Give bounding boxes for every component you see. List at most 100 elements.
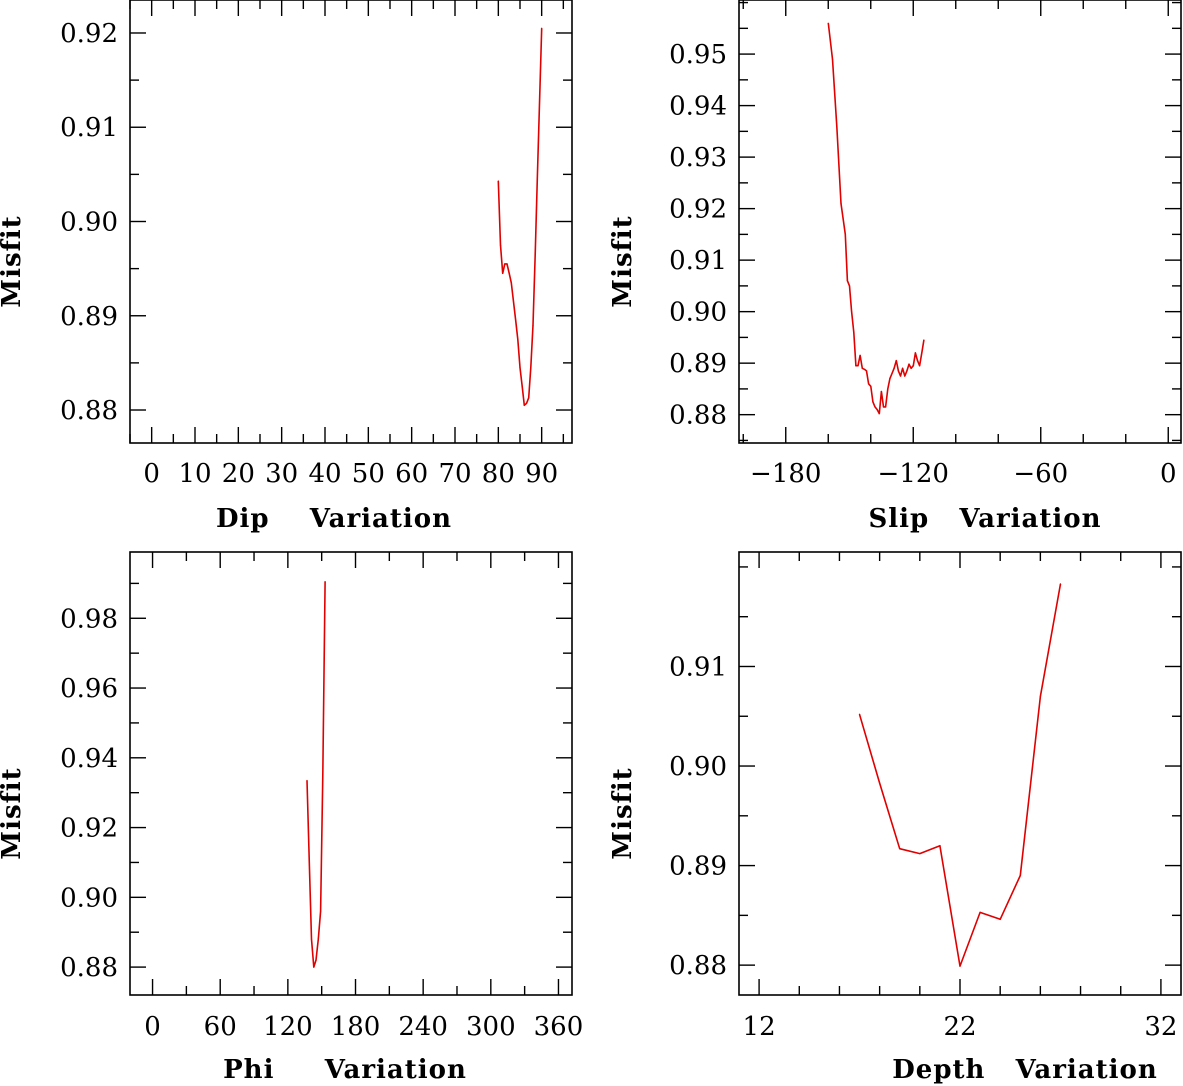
data-point bbox=[865, 370, 868, 372]
data-point bbox=[499, 244, 502, 246]
y-tick-label: 0.90 bbox=[669, 298, 727, 328]
x-tick-label: 180 bbox=[331, 1012, 381, 1042]
data-point bbox=[1019, 874, 1021, 877]
data-point bbox=[530, 366, 532, 369]
misfit-line bbox=[306, 581, 326, 968]
data-point bbox=[880, 390, 882, 393]
data-point bbox=[310, 938, 313, 940]
x-tick-label: 240 bbox=[398, 1012, 448, 1042]
data-point bbox=[919, 365, 921, 367]
y-axis-title: Misfit bbox=[0, 215, 27, 307]
y-tick-label: 0.91 bbox=[60, 113, 118, 143]
misfit-line bbox=[497, 28, 543, 407]
y-tick-label: 0.94 bbox=[669, 92, 727, 122]
data-point bbox=[317, 938, 319, 940]
x-tick-label: 0 bbox=[144, 1012, 161, 1042]
y-tick-label: 0.89 bbox=[669, 852, 727, 882]
data-point bbox=[916, 359, 919, 362]
x-tick-label: 90 bbox=[525, 459, 558, 489]
data-point bbox=[906, 370, 908, 372]
plot-frame bbox=[738, 0, 1182, 444]
y-tick-label: 0.95 bbox=[669, 40, 727, 70]
x-axis-title: Dip Variation bbox=[216, 504, 452, 534]
data-point bbox=[508, 272, 510, 274]
data-point bbox=[959, 965, 961, 967]
data-point bbox=[861, 367, 863, 369]
data-point bbox=[893, 367, 895, 369]
x-tick-label: 70 bbox=[438, 459, 471, 489]
x-tick-label: 120 bbox=[263, 1012, 313, 1042]
data-point bbox=[541, 27, 543, 29]
x-axis-title: Depth Variation bbox=[892, 1055, 1158, 1085]
data-point bbox=[502, 272, 504, 274]
chart-panel-3: 0 60 120 180 240 300 360 0.88 0.90 0.92 0.94 0.96 0.… bbox=[0, 551, 583, 1085]
chart-panel-2: −180 −120 −60 0 0.88 0.89 0.90 0.91 0.92 0.93 0.94… bbox=[608, 0, 1182, 534]
data-point bbox=[895, 359, 897, 362]
data-point bbox=[923, 339, 925, 341]
y-tick-label: 0.89 bbox=[60, 302, 118, 332]
data-point bbox=[521, 385, 523, 388]
x-tick-label: 0 bbox=[143, 459, 160, 489]
x-tick-label: 30 bbox=[265, 459, 298, 489]
data-point bbox=[921, 352, 923, 354]
data-point bbox=[836, 125, 838, 127]
data-point bbox=[858, 713, 861, 715]
data-point bbox=[902, 367, 904, 369]
data-point bbox=[874, 406, 876, 408]
data-point bbox=[497, 180, 499, 182]
y-tick-label: 0.90 bbox=[60, 883, 118, 913]
data-point bbox=[313, 966, 315, 968]
x-tick-label: 60 bbox=[204, 1012, 237, 1042]
y-tick-label: 0.92 bbox=[669, 195, 727, 225]
data-point bbox=[914, 352, 916, 354]
data-point bbox=[872, 401, 874, 403]
data-point bbox=[506, 263, 508, 265]
data-point bbox=[878, 413, 880, 415]
x-tick-label: 0 bbox=[1160, 459, 1177, 489]
data-point bbox=[827, 22, 829, 24]
data-point bbox=[523, 404, 525, 406]
data-point bbox=[919, 853, 921, 855]
data-point bbox=[897, 370, 899, 372]
data-point bbox=[528, 397, 530, 399]
x-tick-label: 60 bbox=[395, 459, 428, 489]
data-point bbox=[840, 202, 842, 205]
y-tick-label: 0.88 bbox=[60, 953, 118, 983]
data-point bbox=[891, 372, 893, 375]
y-axis-title: Misfit bbox=[608, 767, 638, 859]
data-point bbox=[859, 354, 861, 357]
data-point bbox=[863, 368, 865, 370]
x-axis-title: Phi Variation bbox=[223, 1055, 467, 1085]
chart-panel-4: 12 22 32 0.88 0.89 0.90 0.91 Depth Variation Mis… bbox=[608, 551, 1182, 1085]
x-tick-label: 22 bbox=[943, 1012, 976, 1042]
x-tick-label: −180 bbox=[750, 459, 821, 489]
x-tick-label: −120 bbox=[878, 459, 949, 489]
x-tick-label: 20 bbox=[222, 459, 255, 489]
data-point bbox=[908, 363, 910, 365]
x-tick-label: 12 bbox=[743, 1012, 776, 1042]
data-point bbox=[979, 911, 981, 913]
data-point bbox=[904, 375, 906, 377]
x-tick-label: 300 bbox=[466, 1012, 516, 1042]
data-point bbox=[515, 319, 517, 322]
data-point bbox=[876, 408, 878, 411]
data-point bbox=[532, 324, 534, 326]
data-point bbox=[1059, 583, 1062, 585]
data-point bbox=[899, 375, 902, 377]
plot-frame bbox=[129, 0, 573, 444]
x-tick-label: 80 bbox=[482, 459, 515, 489]
data-point bbox=[868, 383, 870, 385]
data-point bbox=[939, 845, 941, 847]
y-tick-label: 0.92 bbox=[60, 814, 118, 844]
data-point bbox=[882, 406, 885, 408]
data-point bbox=[534, 253, 536, 256]
misfit-line bbox=[827, 23, 925, 415]
y-tick-label: 0.96 bbox=[60, 674, 118, 704]
data-point bbox=[912, 365, 914, 367]
data-point bbox=[319, 910, 322, 912]
data-point bbox=[517, 338, 519, 340]
y-tick-label: 0.98 bbox=[60, 604, 118, 634]
y-tick-label: 0.89 bbox=[669, 349, 727, 379]
data-point bbox=[879, 782, 881, 784]
